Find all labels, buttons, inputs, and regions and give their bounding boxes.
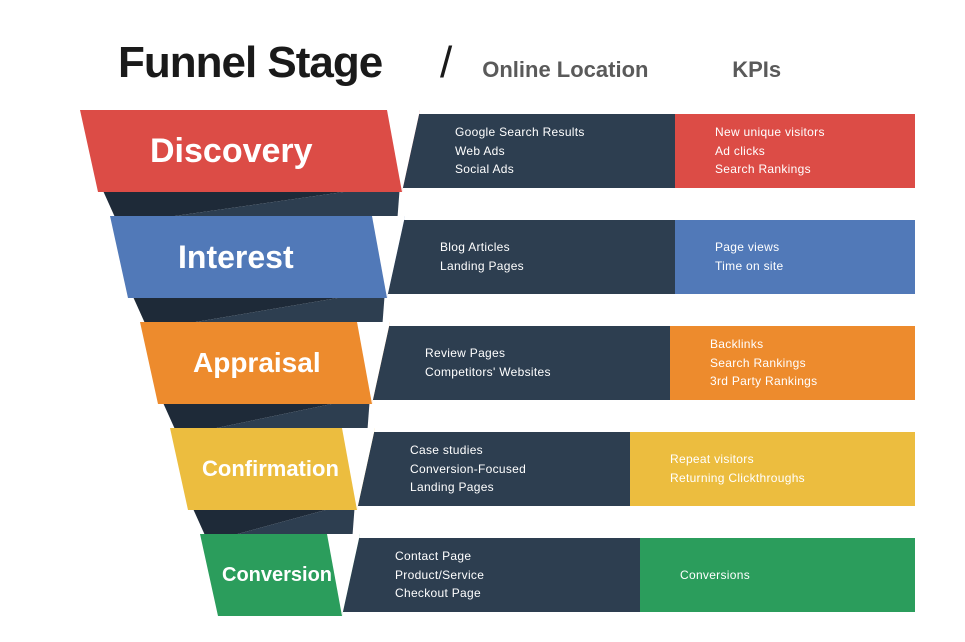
funnel-notch xyxy=(345,322,390,404)
header-slash: / xyxy=(440,38,482,88)
stage-label: Discovery xyxy=(150,110,313,192)
header-kpis: KPIs xyxy=(732,57,781,83)
kpi-item: Time on site xyxy=(715,257,885,276)
connector-ribbon xyxy=(0,510,965,540)
kpi-column: Page viewsTime on site xyxy=(675,220,915,294)
kpi-item: New unique visitors xyxy=(715,123,885,142)
stage-interest: InterestBlog ArticlesLanding PagesPage v… xyxy=(0,216,965,306)
header-funnel-stage: Funnel Stage xyxy=(0,38,440,88)
kpi-item: Repeat visitors xyxy=(670,450,885,469)
info-bar: Contact PageProduct/ServiceCheckout Page… xyxy=(340,538,915,612)
location-item: Google Search Results xyxy=(455,123,645,142)
online-location-column: Review PagesCompetitors' Websites xyxy=(370,326,670,400)
stage-appraisal: Appraisal Review PagesCompetitors' Websit… xyxy=(0,322,965,412)
info-bar: Blog ArticlesLanding PagesPage viewsTime… xyxy=(385,220,915,294)
info-bar: Case studiesConversion-FocusedLanding Pa… xyxy=(355,432,915,506)
info-bar: Google Search ResultsWeb AdsSocial AdsNe… xyxy=(400,114,915,188)
kpi-item: Ad clicks xyxy=(715,142,885,161)
location-item: Checkout Page xyxy=(395,584,610,603)
funnel-notch xyxy=(375,110,420,192)
stage-label: Appraisal xyxy=(193,322,321,404)
connector-ribbon xyxy=(0,404,965,434)
location-item: Case studies xyxy=(410,441,600,460)
header-online-location: Online Location xyxy=(482,57,732,83)
online-location-column: Case studiesConversion-FocusedLanding Pa… xyxy=(355,432,630,506)
kpi-item: Returning Clickthroughs xyxy=(670,469,885,488)
kpi-column: New unique visitorsAd clicksSearch Ranki… xyxy=(675,114,915,188)
online-location-column: Contact PageProduct/ServiceCheckout Page xyxy=(340,538,640,612)
kpi-item: Search Rankings xyxy=(715,160,885,179)
location-item: Product/Service xyxy=(395,566,610,585)
stage-conversion: ConversionContact PageProduct/ServiceChe… xyxy=(0,534,965,624)
stage-label: Conversion xyxy=(222,534,332,616)
kpi-item: Backlinks xyxy=(710,335,885,354)
kpi-item: Page views xyxy=(715,238,885,257)
location-item: Social Ads xyxy=(455,160,645,179)
stage-discovery: Discovery Google Search ResultsWeb AdsSoc… xyxy=(0,110,965,200)
kpi-column: BacklinksSearch Rankings3rd Party Rankin… xyxy=(670,326,915,400)
location-item: Competitors' Websites xyxy=(425,363,640,382)
kpi-column: Repeat visitorsReturning Clickthroughs xyxy=(630,432,915,506)
location-item: Conversion-Focused xyxy=(410,460,600,479)
kpi-column: Conversions xyxy=(640,538,915,612)
funnel-notch xyxy=(360,216,405,298)
location-item: Blog Articles xyxy=(440,238,645,257)
kpi-item: Conversions xyxy=(680,566,885,585)
location-item: Web Ads xyxy=(455,142,645,161)
online-location-column: Blog ArticlesLanding Pages xyxy=(385,220,675,294)
location-item: Landing Pages xyxy=(410,478,600,497)
location-item: Review Pages xyxy=(425,344,640,363)
stage-label: Interest xyxy=(178,216,294,298)
location-item: Landing Pages xyxy=(440,257,645,276)
stage-label: Confirmation xyxy=(202,428,339,510)
header-row: Funnel Stage / Online Location KPIs xyxy=(0,38,965,88)
online-location-column: Google Search ResultsWeb AdsSocial Ads xyxy=(400,114,675,188)
kpi-item: Search Rankings xyxy=(710,354,885,373)
info-bar: Review PagesCompetitors' WebsitesBacklin… xyxy=(370,326,915,400)
location-item: Contact Page xyxy=(395,547,610,566)
kpi-item: 3rd Party Rankings xyxy=(710,372,885,391)
